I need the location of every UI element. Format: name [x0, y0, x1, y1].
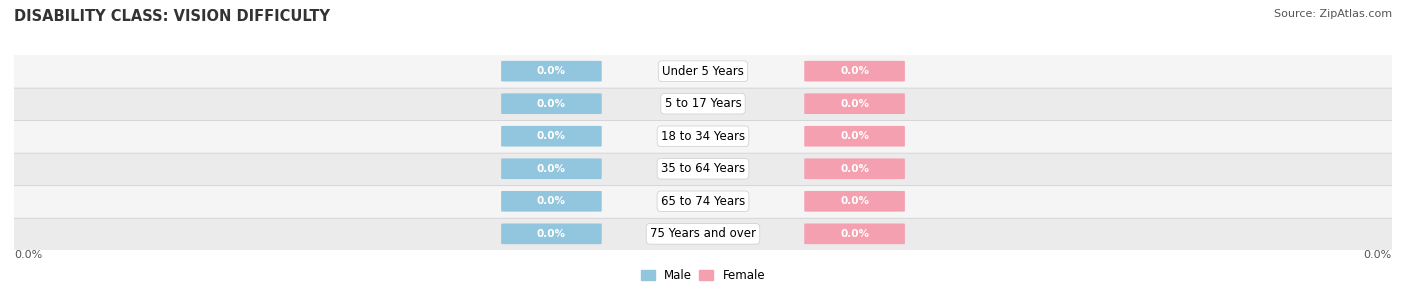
FancyBboxPatch shape [0, 87, 1406, 120]
Text: 0.0%: 0.0% [537, 164, 567, 174]
FancyBboxPatch shape [0, 217, 1406, 251]
Legend: Male, Female: Male, Female [636, 265, 770, 287]
Text: 0.0%: 0.0% [14, 250, 42, 260]
Text: 0.0%: 0.0% [839, 164, 869, 174]
Text: 0.0%: 0.0% [839, 66, 869, 76]
FancyBboxPatch shape [804, 191, 905, 212]
Text: 65 to 74 Years: 65 to 74 Years [661, 195, 745, 208]
Text: 0.0%: 0.0% [537, 99, 567, 109]
FancyBboxPatch shape [501, 93, 602, 114]
FancyBboxPatch shape [804, 158, 905, 179]
FancyBboxPatch shape [0, 152, 1406, 186]
Text: 0.0%: 0.0% [537, 196, 567, 206]
FancyBboxPatch shape [804, 61, 905, 81]
Text: 75 Years and over: 75 Years and over [650, 227, 756, 240]
Text: 0.0%: 0.0% [839, 99, 869, 109]
FancyBboxPatch shape [501, 126, 602, 147]
Text: 0.0%: 0.0% [537, 66, 567, 76]
Text: Source: ZipAtlas.com: Source: ZipAtlas.com [1274, 9, 1392, 19]
FancyBboxPatch shape [804, 126, 905, 147]
FancyBboxPatch shape [0, 185, 1406, 218]
Text: 0.0%: 0.0% [839, 196, 869, 206]
Text: 5 to 17 Years: 5 to 17 Years [665, 97, 741, 110]
Text: 0.0%: 0.0% [537, 229, 567, 239]
Text: 0.0%: 0.0% [839, 131, 869, 141]
FancyBboxPatch shape [501, 191, 602, 212]
Text: 18 to 34 Years: 18 to 34 Years [661, 130, 745, 143]
FancyBboxPatch shape [804, 93, 905, 114]
Text: 0.0%: 0.0% [1364, 250, 1392, 260]
Text: 0.0%: 0.0% [537, 131, 567, 141]
FancyBboxPatch shape [0, 119, 1406, 153]
FancyBboxPatch shape [501, 61, 602, 81]
FancyBboxPatch shape [501, 224, 602, 244]
Text: Under 5 Years: Under 5 Years [662, 65, 744, 78]
FancyBboxPatch shape [804, 224, 905, 244]
Text: 0.0%: 0.0% [839, 229, 869, 239]
FancyBboxPatch shape [0, 54, 1406, 88]
Text: 35 to 64 Years: 35 to 64 Years [661, 162, 745, 175]
FancyBboxPatch shape [501, 158, 602, 179]
Text: DISABILITY CLASS: VISION DIFFICULTY: DISABILITY CLASS: VISION DIFFICULTY [14, 9, 330, 24]
